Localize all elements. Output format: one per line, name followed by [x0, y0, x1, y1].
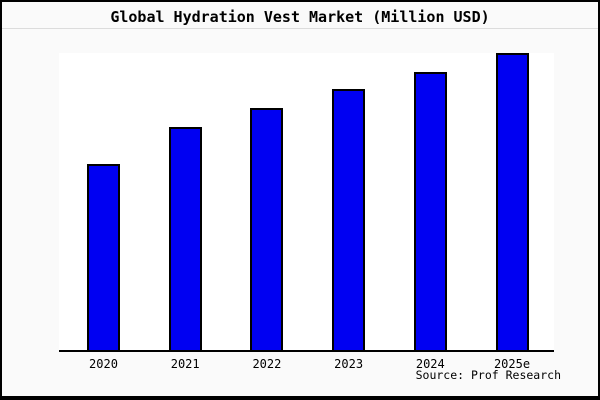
chart-title: Global Hydration Vest Market (Million US… — [110, 8, 490, 26]
x-tick-label: 2021 — [170, 357, 200, 371]
bar-2024 — [413, 71, 447, 350]
x-tick-label: 2025e — [493, 357, 531, 371]
x-tick-label: 2023 — [334, 357, 364, 371]
x-tick-label: 2024 — [415, 357, 445, 371]
x-tick-label: 2020 — [89, 357, 118, 371]
bar-2025e — [495, 53, 529, 350]
bar-2021 — [168, 127, 202, 350]
source-note: Source: Prof Research — [415, 368, 561, 382]
plot-area — [59, 53, 554, 352]
bar-2022 — [250, 108, 284, 350]
x-axis-tick-labels: 2020 2021 2022 2023 2024 2025e — [59, 357, 554, 373]
title-divider — [2, 28, 598, 29]
x-tick-label: 2022 — [252, 357, 282, 371]
bar-2020 — [87, 163, 120, 350]
bar-2023 — [332, 89, 366, 350]
